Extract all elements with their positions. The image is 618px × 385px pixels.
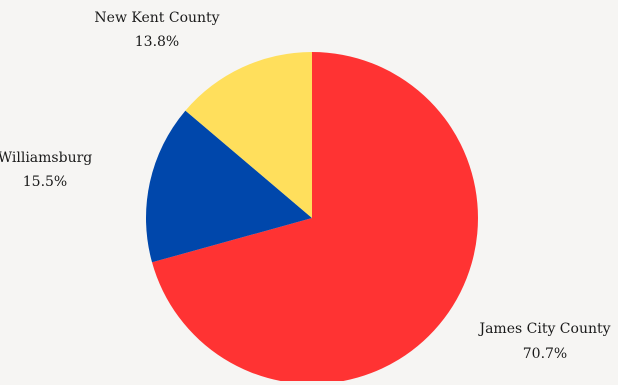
slice-label-name: James City County xyxy=(477,321,610,337)
slice-label-value: 13.8% xyxy=(135,34,179,50)
pie-slice-williamsburg[interactable] xyxy=(145,110,312,263)
pie-slice-james-city-county[interactable] xyxy=(152,52,478,384)
slice-label-value: 15.5% xyxy=(23,174,67,190)
pie-slice-new-kent-county[interactable] xyxy=(185,52,312,218)
pie-labels: James City County 70.7% Williamsburg 15.5% N… xyxy=(0,10,611,362)
slice-label-name: New Kent County xyxy=(94,10,219,26)
slice-label-value: 70.7% xyxy=(523,346,567,362)
slice-label-name: Williamsburg xyxy=(0,150,92,166)
pie-slices xyxy=(145,52,478,384)
